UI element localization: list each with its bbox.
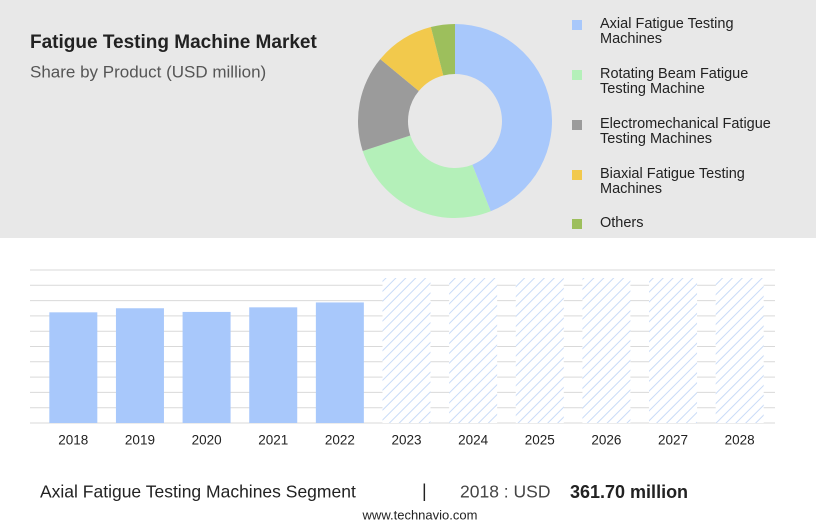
legend-label: Biaxial Fatigue Testing Machines xyxy=(600,166,745,197)
footer-separator: | xyxy=(422,481,427,501)
forecast-placeholder xyxy=(582,278,631,423)
chart-title: Fatigue Testing Machine Market xyxy=(30,32,317,53)
x-tick-label: 2027 xyxy=(658,433,688,448)
bar xyxy=(182,311,231,423)
legend-swatch xyxy=(572,70,582,80)
x-tick-label: 2021 xyxy=(258,433,288,448)
x-tick-label: 2019 xyxy=(125,433,155,448)
forecast-placeholder xyxy=(649,278,698,423)
legend-label: Electromechanical Fatigue Testing Machin… xyxy=(600,116,771,147)
forecast-placeholder xyxy=(449,278,498,423)
legend-swatch xyxy=(572,120,582,130)
forecast-placeholder xyxy=(382,278,431,423)
bar xyxy=(315,302,364,423)
forecast-placeholder xyxy=(715,278,764,423)
forecast-placeholder xyxy=(515,278,564,423)
legend-swatch xyxy=(572,20,582,30)
footer-value: 361.70 million xyxy=(570,482,688,502)
donut-slice xyxy=(380,27,444,92)
chart-subtitle: Share by Product (USD million) xyxy=(30,62,266,81)
legend-label: Rotating Beam Fatigue Testing Machine xyxy=(600,66,749,97)
x-tick-label: 2020 xyxy=(192,433,222,448)
x-tick-label: 2018 xyxy=(58,433,88,448)
legend-label: Axial Fatigue Testing Machines xyxy=(600,16,734,47)
donut-slice xyxy=(362,135,491,218)
bar xyxy=(249,307,298,423)
bar xyxy=(115,308,164,423)
donut-slice xyxy=(358,59,419,151)
footer-segment: Axial Fatigue Testing Machines Segment xyxy=(40,482,356,502)
footer-source: www.technavio.com xyxy=(362,507,478,522)
x-tick-label: 2022 xyxy=(325,433,355,448)
x-tick-label: 2023 xyxy=(391,433,421,448)
legend-swatch xyxy=(572,219,582,229)
x-tick-label: 2025 xyxy=(525,433,555,448)
x-tick-label: 2026 xyxy=(591,433,621,448)
donut-slice xyxy=(430,24,455,76)
legend-swatch xyxy=(572,170,582,180)
x-tick-label: 2028 xyxy=(725,433,755,448)
legend-label: Others xyxy=(600,215,644,231)
footer-year: 2018 : USD xyxy=(460,482,550,502)
x-tick-label: 2024 xyxy=(458,433,489,448)
bar xyxy=(49,312,98,423)
donut-slice xyxy=(455,24,552,212)
